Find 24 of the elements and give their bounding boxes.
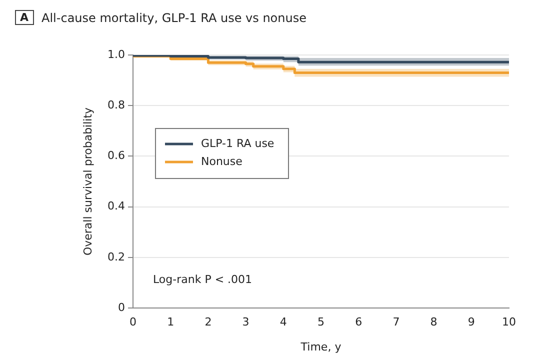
legend-label: GLP-1 RA use xyxy=(201,136,274,150)
x-axis-title: Time, y xyxy=(300,340,342,354)
legend-label: Nonuse xyxy=(201,154,243,168)
x-tick-label: 5 xyxy=(318,315,324,328)
y-tick-label: 0 xyxy=(118,300,125,314)
y-tick-label: 0.6 xyxy=(108,149,125,162)
y-tick-label: 0.8 xyxy=(108,98,125,112)
y-tick-label: 0.4 xyxy=(108,200,125,213)
x-tick-label: 0 xyxy=(130,315,136,328)
text: A xyxy=(15,10,34,25)
y-tick-label: 0.2 xyxy=(108,250,125,264)
x-tick-label: 1 xyxy=(167,315,174,328)
x-tick-label: 9 xyxy=(468,315,475,328)
x-tick-label: 4 xyxy=(280,315,287,328)
x-tick-label: 6 xyxy=(355,315,362,328)
x-tick-label: 2 xyxy=(204,315,212,328)
annotation: Log-rank P < .001 xyxy=(153,272,252,286)
x-tick-label: 3 xyxy=(242,315,250,328)
y-axis-title: Overall survival probability xyxy=(81,106,94,256)
chart-title: All-cause mortality, GLP-1 RA use vs nonuse xyxy=(42,10,306,24)
x-tick-label: 7 xyxy=(392,315,400,328)
x-tick-label: 10 xyxy=(502,315,516,328)
y-tick-label: 1.0 xyxy=(108,48,125,61)
x-tick-label: 8 xyxy=(430,315,438,328)
